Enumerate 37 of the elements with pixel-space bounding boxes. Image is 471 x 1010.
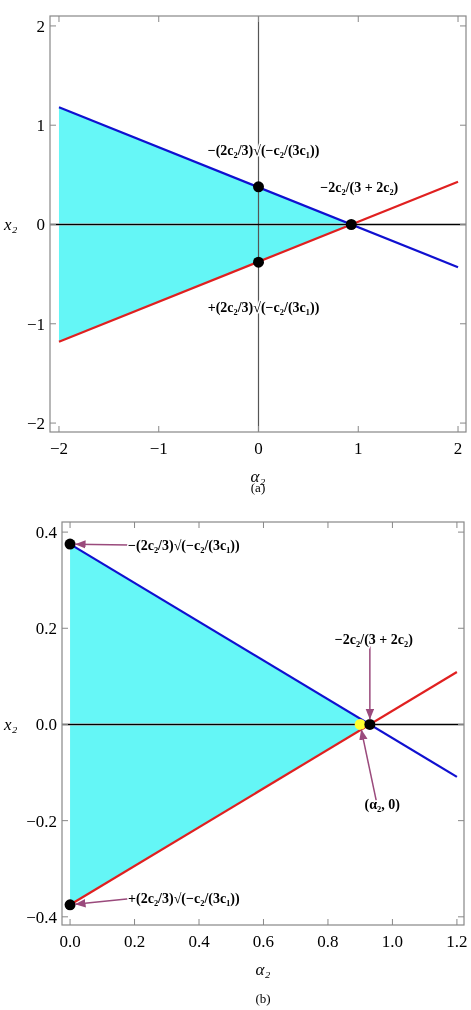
annotation: (α₂, 0) bbox=[364, 797, 401, 814]
point bbox=[64, 899, 76, 911]
y-tick-label: −0.2 bbox=[26, 811, 57, 831]
y-tick-label: 0.2 bbox=[35, 619, 57, 639]
text: (b) bbox=[255, 991, 271, 1006]
point bbox=[345, 219, 357, 230]
point bbox=[354, 718, 366, 730]
y-tick-label: 0 bbox=[36, 215, 45, 235]
x-tick-label: 2 bbox=[453, 439, 463, 458]
annotation: −2c₂/(3 + 2c₂) bbox=[334, 632, 414, 649]
x-tick-label: 0.6 bbox=[252, 932, 275, 951]
y-axis-title: x₂ bbox=[3, 215, 18, 235]
x-tick-label: 1 bbox=[354, 439, 363, 458]
y-tick-label: −0.4 bbox=[26, 907, 58, 927]
x-tick-label: 1.0 bbox=[381, 932, 404, 951]
point bbox=[64, 538, 76, 550]
point bbox=[253, 181, 264, 193]
point bbox=[364, 718, 376, 730]
y-axis-title: x₂ bbox=[3, 715, 18, 735]
y-tick-label: −2 bbox=[26, 414, 45, 434]
x-tick-label: 1.2 bbox=[446, 932, 468, 951]
y-tick-label: −1 bbox=[26, 314, 45, 334]
x-tick-label: 0 bbox=[254, 439, 263, 458]
x-tick-label: 0.4 bbox=[188, 932, 211, 951]
x-axis-title: α₂ bbox=[255, 960, 271, 979]
y-tick-label: 0.0 bbox=[35, 715, 57, 735]
y-tick-label: 0.4 bbox=[35, 523, 58, 543]
point bbox=[253, 256, 264, 268]
x-tick-label: −1 bbox=[149, 439, 168, 458]
annotation: +(2c₂/3)√(−c₂/(3c₁)) bbox=[128, 890, 241, 907]
x-tick-label: 0.0 bbox=[59, 932, 81, 951]
x-tick-label: 0.2 bbox=[123, 932, 146, 951]
y-tick-label: 1 bbox=[36, 116, 45, 136]
x-tick-label: 0.8 bbox=[317, 932, 339, 951]
annotation: −(2c₂/3)√(−c₂/(3c₁)) bbox=[128, 538, 241, 555]
annotation: −2c₂/(3 + 2c₂) bbox=[320, 180, 399, 197]
y-tick-label: 2 bbox=[36, 16, 45, 36]
